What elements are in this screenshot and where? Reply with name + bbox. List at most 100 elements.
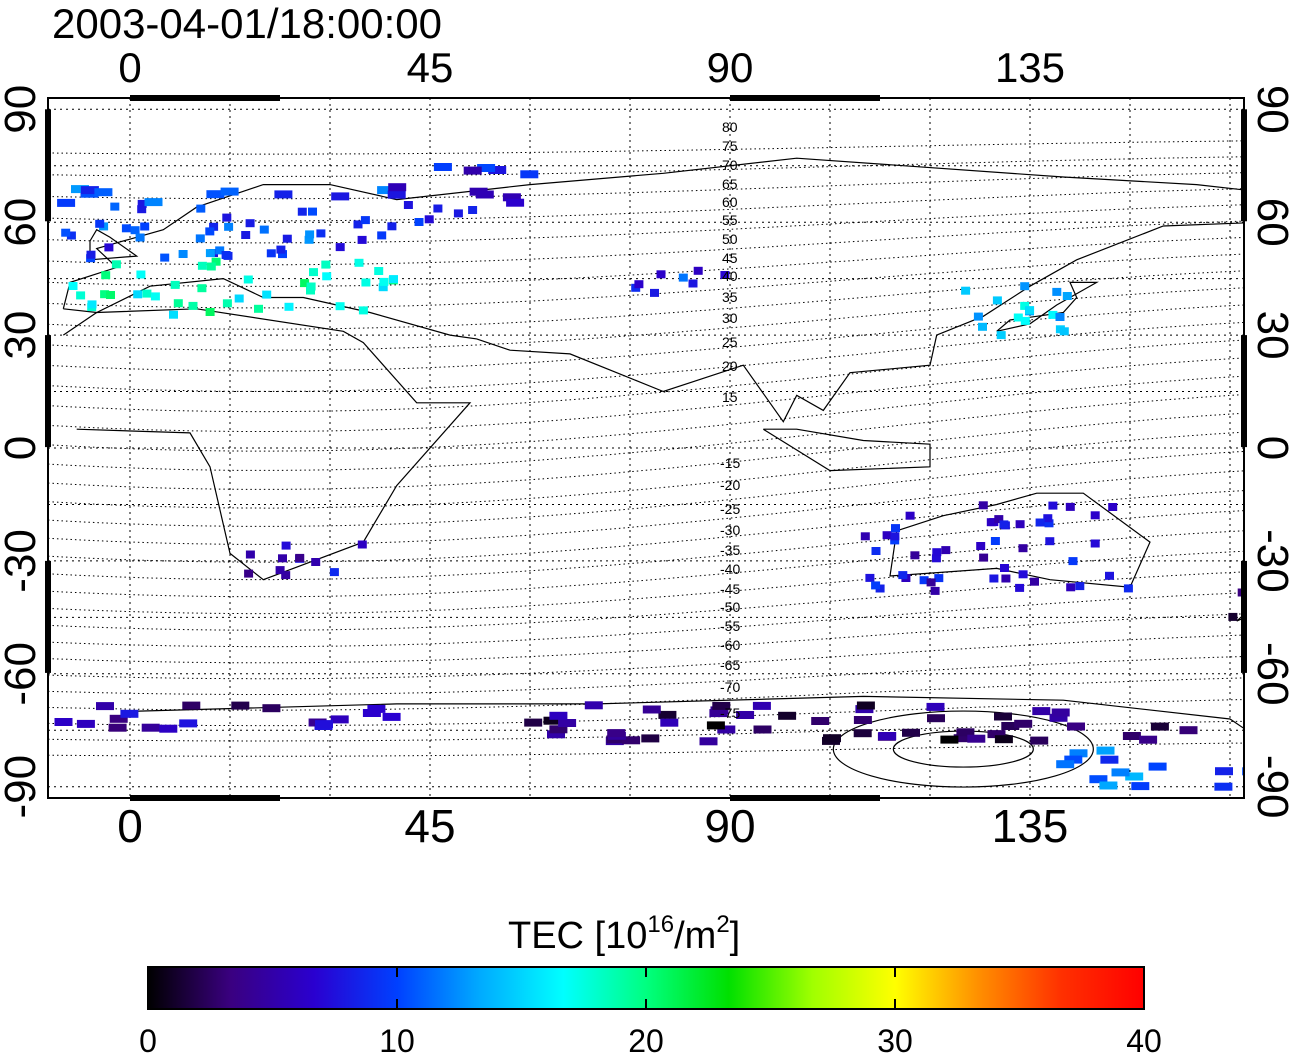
tec-cell xyxy=(547,730,565,739)
tec-cell xyxy=(389,275,398,284)
tec-cell xyxy=(197,261,207,270)
tec-cell xyxy=(1215,767,1233,776)
tec-cell xyxy=(634,280,644,289)
tec-cell xyxy=(173,299,183,308)
tec-cell xyxy=(379,277,389,286)
latitude-tick-label: 60 xyxy=(0,198,45,247)
tec-cell xyxy=(262,290,272,299)
tec-cell xyxy=(104,243,114,252)
contour-label: -30 xyxy=(720,522,740,538)
tec-cell xyxy=(994,515,1004,524)
contour-label: 55 xyxy=(722,212,738,228)
tec-cell xyxy=(329,568,339,577)
tec-cell xyxy=(1059,327,1069,336)
latitude-tick-label: -30 xyxy=(1248,529,1292,593)
tec-cell xyxy=(1049,713,1068,722)
tec-cell xyxy=(96,702,114,711)
tec-cell xyxy=(1043,514,1053,523)
tec-cell xyxy=(463,166,482,175)
longitude-tick-label: 90 xyxy=(707,44,754,91)
tec-cell xyxy=(378,283,388,292)
tec-cell xyxy=(823,734,841,743)
tec-cell xyxy=(206,190,225,199)
tec-cell xyxy=(54,718,73,726)
tec-cell xyxy=(1096,746,1115,755)
tec-cell xyxy=(188,301,198,310)
contour-line xyxy=(48,677,1244,711)
tec-cell xyxy=(360,216,370,225)
contour-label: -25 xyxy=(720,501,740,517)
tec-cell xyxy=(1051,708,1070,717)
tec-cell xyxy=(433,163,452,171)
tec-cell xyxy=(150,292,160,301)
tec-cell xyxy=(137,199,147,208)
contour-line xyxy=(48,220,1244,266)
tec-cell xyxy=(306,282,316,291)
tec-cell xyxy=(266,249,276,258)
tec-cell xyxy=(220,187,239,196)
tec-cell xyxy=(433,204,443,213)
tec-cell xyxy=(524,718,543,727)
tec-cell xyxy=(169,310,178,319)
tec-cell xyxy=(357,235,367,244)
tec-cell xyxy=(1228,612,1238,621)
tec-cell xyxy=(205,227,215,236)
tec-cell xyxy=(860,532,870,541)
tec-cell xyxy=(927,714,945,723)
contour-label: 20 xyxy=(722,358,738,374)
tec-cell xyxy=(856,701,875,710)
tec-cell xyxy=(1032,707,1051,716)
tec-cell xyxy=(367,704,386,713)
tec-cell xyxy=(871,547,881,555)
tec-cell xyxy=(259,225,269,234)
tec-cell xyxy=(549,711,568,720)
tec-cell xyxy=(245,219,255,228)
contour-line xyxy=(48,188,1244,222)
contour-label: 80 xyxy=(722,119,738,135)
tec-cell xyxy=(144,198,163,207)
tec-cell xyxy=(222,213,232,222)
tec-cell xyxy=(506,198,525,207)
contour-label: 15 xyxy=(722,389,738,405)
latitude-tick-label: 60 xyxy=(1248,198,1292,247)
contour-label: -40 xyxy=(720,561,740,577)
frame-tick-bar xyxy=(45,335,51,448)
contour-label: -20 xyxy=(720,477,740,493)
tec-cell xyxy=(282,234,292,243)
tec-cell xyxy=(584,701,603,710)
tec-cell xyxy=(1013,313,1023,322)
contour-label: 35 xyxy=(722,289,738,305)
tec-cell xyxy=(95,219,105,228)
contour-label: 60 xyxy=(722,194,738,210)
tec-cell xyxy=(110,202,120,211)
tec-cell xyxy=(1275,594,1284,602)
tec-cell xyxy=(1139,735,1158,744)
tec-cell xyxy=(642,705,661,714)
tec-cell xyxy=(1066,583,1076,592)
latitude-labels-right: 90 60 30 0 -30 -60 -90 xyxy=(1248,85,1292,819)
contour-label: -45 xyxy=(720,581,740,597)
contour-line xyxy=(48,613,1244,664)
latitude-tick-label: 0 xyxy=(0,436,45,460)
coastline-path xyxy=(129,695,1244,730)
tec-cell xyxy=(853,716,872,724)
coastline-path xyxy=(62,157,1244,423)
tec-cell xyxy=(1020,301,1030,310)
tec-cell xyxy=(244,569,254,578)
contour-line xyxy=(48,237,1244,287)
tec-cell xyxy=(71,185,89,194)
tec-cell xyxy=(57,198,76,207)
tec-cell xyxy=(1214,782,1233,791)
latitude-tick-label: -30 xyxy=(0,529,45,593)
tec-cell xyxy=(222,299,232,308)
tec-cell xyxy=(1020,282,1030,291)
tec-cell xyxy=(309,268,318,277)
coastline-path xyxy=(762,428,931,472)
tec-data-cells xyxy=(54,163,1284,791)
longitude-tick-label: 0 xyxy=(118,44,141,91)
tec-cell xyxy=(656,270,666,279)
tec-cell xyxy=(1062,292,1072,300)
tec-cell xyxy=(910,551,920,560)
tec-cell xyxy=(1048,501,1058,510)
tec-cell xyxy=(712,701,731,710)
